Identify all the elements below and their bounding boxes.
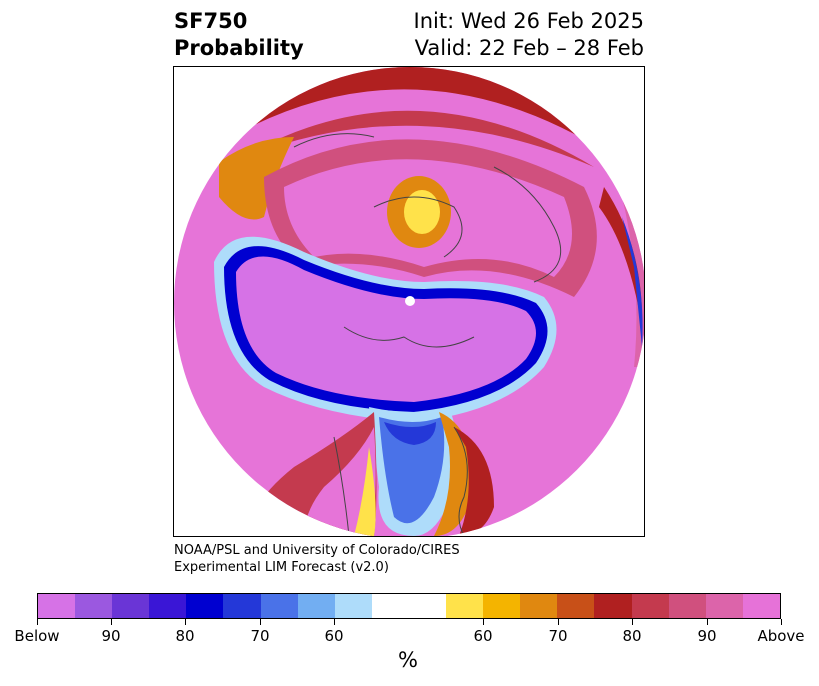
colorbar-segment xyxy=(631,594,669,618)
colorbar-segment xyxy=(334,594,372,618)
colorbar-segment xyxy=(223,594,261,618)
na-cold-core xyxy=(379,417,445,524)
colorbar-tick-label: 60 xyxy=(324,627,344,645)
colorbar-segment xyxy=(446,594,484,618)
na-cold-deep xyxy=(384,422,436,445)
colorbar-segment xyxy=(520,594,558,618)
east-blue-band xyxy=(622,217,643,347)
colorbar-tick-label: 70 xyxy=(548,627,568,645)
colorbar-segment xyxy=(297,594,335,618)
below-core xyxy=(236,256,536,402)
southwest-pink xyxy=(304,427,376,536)
credit-line-2: Experimental LIM Forecast (v2.0) xyxy=(174,560,389,575)
colorbar-tick xyxy=(632,619,633,625)
colorbar xyxy=(37,593,781,619)
probability-map-svg xyxy=(174,67,644,536)
colorbar-segment xyxy=(483,594,521,618)
colorbar-tick xyxy=(707,619,708,625)
southwest-yellow xyxy=(354,447,376,536)
east-red-band xyxy=(599,187,643,327)
colorbar-tick xyxy=(37,619,38,625)
credit-text: NOAA/PSL and University of Colorado/CIRE… xyxy=(174,542,460,576)
colorbar-tick-label: Below xyxy=(14,627,60,645)
colorbar-tick xyxy=(483,619,484,625)
colorbar-segment xyxy=(186,594,224,618)
colorbar-tick xyxy=(111,619,112,625)
colorbar-tick-label: 70 xyxy=(250,627,270,645)
title-line-1: SF750 xyxy=(174,9,248,33)
west-orange-band xyxy=(219,137,294,220)
colorbar-tick xyxy=(781,619,782,625)
colorbar-tick-label: 60 xyxy=(473,627,493,645)
chart-title: SF750 Probability xyxy=(174,8,304,62)
colorbar-tick-label: 90 xyxy=(697,627,717,645)
colorbar-tick xyxy=(558,619,559,625)
coastlines xyxy=(293,133,562,536)
colorbar-segment xyxy=(705,594,743,618)
colorbar-unit: % xyxy=(398,648,418,672)
colorbar-segment xyxy=(557,594,595,618)
colorbar-segment xyxy=(260,594,298,618)
rim-dark-pink xyxy=(234,110,594,167)
colorbar-segment xyxy=(75,594,113,618)
colorbar-segment xyxy=(668,594,706,618)
siberia-yellow-core xyxy=(404,190,440,234)
colorbar-segment xyxy=(742,594,780,618)
colorbar-tick-label: 90 xyxy=(101,627,121,645)
colorbar-segment xyxy=(408,594,447,618)
title-line-2: Probability xyxy=(174,36,304,60)
colorbar-segment xyxy=(38,594,76,618)
colorbar-tick xyxy=(185,619,186,625)
colorbar-tick-label: 80 xyxy=(622,627,642,645)
colorbar-tick xyxy=(334,619,335,625)
southeast-red xyxy=(454,427,494,536)
colorbar-segment xyxy=(371,594,409,618)
pole-marker xyxy=(405,296,415,306)
colorbar-segment xyxy=(594,594,632,618)
polar-map xyxy=(173,66,645,537)
colorbar-tick xyxy=(260,619,261,625)
colorbar-segment xyxy=(149,594,187,618)
credit-line-1: NOAA/PSL and University of Colorado/CIRE… xyxy=(174,543,460,558)
forecast-dates: Init: Wed 26 Feb 2025 Valid: 22 Feb – 28… xyxy=(414,8,644,62)
colorbar-tick-label: Above xyxy=(757,627,805,645)
colorbar-tick-label: 80 xyxy=(175,627,195,645)
init-date: Init: Wed 26 Feb 2025 xyxy=(413,9,644,33)
valid-range: Valid: 22 Feb – 28 Feb xyxy=(414,36,644,60)
colorbar-segment xyxy=(112,594,150,618)
